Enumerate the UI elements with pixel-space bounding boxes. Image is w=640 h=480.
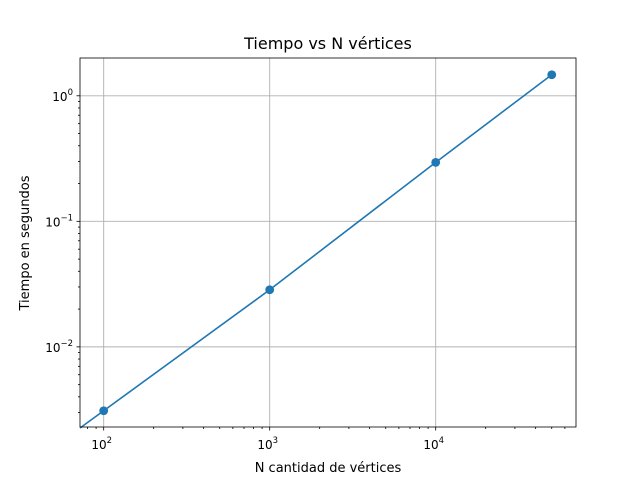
y-tick-label: 10−2 (45, 339, 73, 355)
x-axis-label: N cantidad de vértices (255, 461, 402, 476)
series-layer (79, 70, 557, 429)
chart-title: Tiempo vs N vértices (243, 34, 412, 53)
grid-layer (80, 58, 576, 427)
data-point (431, 157, 441, 167)
x-tick-label: 104 (423, 436, 444, 452)
y-tick-label: 100 (52, 88, 73, 104)
data-point (99, 406, 109, 416)
plot-frame (79, 57, 577, 428)
x-tick-label: 102 (91, 436, 112, 452)
y-axis-label: Tiempo en segundos (18, 175, 33, 311)
tick-layer: 102 103 104 100 10−1 10−2 (45, 88, 566, 452)
y-tick-label: 10−1 (45, 213, 73, 229)
data-point (547, 70, 557, 80)
data-point (265, 285, 275, 295)
x-tick-label: 103 (257, 436, 278, 452)
